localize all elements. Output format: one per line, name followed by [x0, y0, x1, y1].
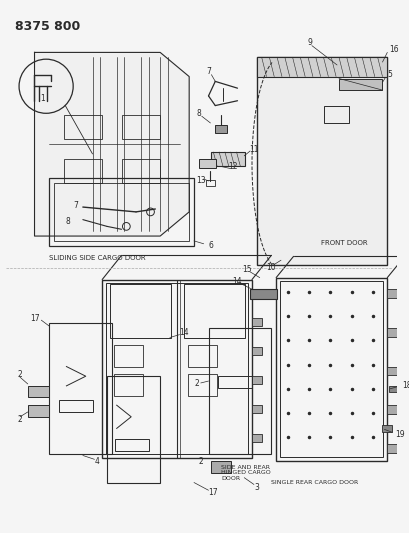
- Text: 10: 10: [266, 263, 276, 272]
- Text: 17: 17: [208, 488, 218, 497]
- Bar: [198, 159, 216, 168]
- Bar: [110, 285, 171, 337]
- Bar: [211, 461, 230, 473]
- Text: 8: 8: [196, 109, 201, 118]
- Bar: [28, 386, 49, 398]
- Bar: [28, 405, 49, 417]
- Bar: [256, 57, 387, 265]
- Bar: [338, 78, 382, 90]
- Bar: [388, 386, 396, 392]
- Text: 14: 14: [232, 277, 242, 286]
- Bar: [249, 289, 276, 299]
- Bar: [58, 400, 92, 412]
- Bar: [279, 281, 382, 457]
- Text: 15: 15: [242, 265, 252, 274]
- Bar: [205, 180, 215, 186]
- Bar: [106, 284, 247, 455]
- Bar: [115, 439, 148, 450]
- Bar: [324, 106, 348, 123]
- Bar: [114, 345, 142, 367]
- Text: 2: 2: [18, 370, 22, 379]
- Text: 12: 12: [227, 162, 237, 171]
- Bar: [121, 159, 160, 183]
- Bar: [387, 289, 398, 298]
- Text: 1: 1: [40, 94, 45, 103]
- Bar: [49, 323, 112, 454]
- Polygon shape: [34, 52, 189, 236]
- Bar: [387, 405, 398, 414]
- Bar: [188, 374, 217, 395]
- Bar: [184, 285, 245, 337]
- Text: 19: 19: [394, 430, 404, 439]
- Bar: [63, 159, 102, 183]
- Text: 2: 2: [193, 379, 198, 389]
- Text: 9: 9: [307, 38, 312, 47]
- Text: 16: 16: [388, 45, 398, 54]
- Bar: [387, 367, 398, 375]
- Text: 7: 7: [206, 67, 210, 76]
- Text: SLIDING SIDE CARGO DOOR: SLIDING SIDE CARGO DOOR: [49, 255, 145, 261]
- Text: 14: 14: [179, 328, 189, 337]
- Bar: [252, 347, 261, 355]
- Text: 11: 11: [249, 144, 258, 154]
- Text: 17: 17: [30, 314, 39, 322]
- Text: SIDE AND REAR
HINGED CARGO
DOOR: SIDE AND REAR HINGED CARGO DOOR: [220, 465, 270, 481]
- Bar: [252, 405, 261, 413]
- Text: FRONT DOOR: FRONT DOOR: [320, 240, 366, 246]
- Text: 7: 7: [74, 200, 79, 209]
- Bar: [49, 178, 193, 246]
- Bar: [276, 278, 387, 461]
- Bar: [252, 376, 261, 384]
- Text: 13: 13: [196, 176, 205, 185]
- Bar: [256, 57, 387, 77]
- Bar: [188, 345, 217, 367]
- Bar: [215, 125, 226, 133]
- Bar: [107, 376, 160, 482]
- Bar: [211, 152, 245, 166]
- Text: 3: 3: [254, 483, 258, 492]
- Text: 6: 6: [208, 241, 213, 250]
- Bar: [387, 328, 398, 336]
- Bar: [102, 279, 252, 458]
- Bar: [252, 318, 261, 326]
- Bar: [382, 424, 391, 432]
- Bar: [121, 115, 160, 140]
- Text: SINGLE REAR CARGO DOOR: SINGLE REAR CARGO DOOR: [270, 480, 357, 485]
- Bar: [218, 376, 252, 388]
- Text: 18: 18: [401, 382, 409, 390]
- Text: 4: 4: [94, 457, 99, 466]
- Bar: [54, 183, 189, 241]
- Bar: [387, 444, 398, 453]
- Text: 5: 5: [387, 70, 391, 79]
- Bar: [252, 289, 261, 297]
- Text: 8: 8: [66, 217, 71, 226]
- Bar: [114, 374, 142, 395]
- Text: 2: 2: [198, 457, 203, 466]
- Bar: [208, 328, 271, 454]
- Bar: [63, 115, 102, 140]
- Text: 8375 800: 8375 800: [15, 20, 80, 33]
- Text: 2: 2: [18, 415, 22, 424]
- Bar: [252, 434, 261, 442]
